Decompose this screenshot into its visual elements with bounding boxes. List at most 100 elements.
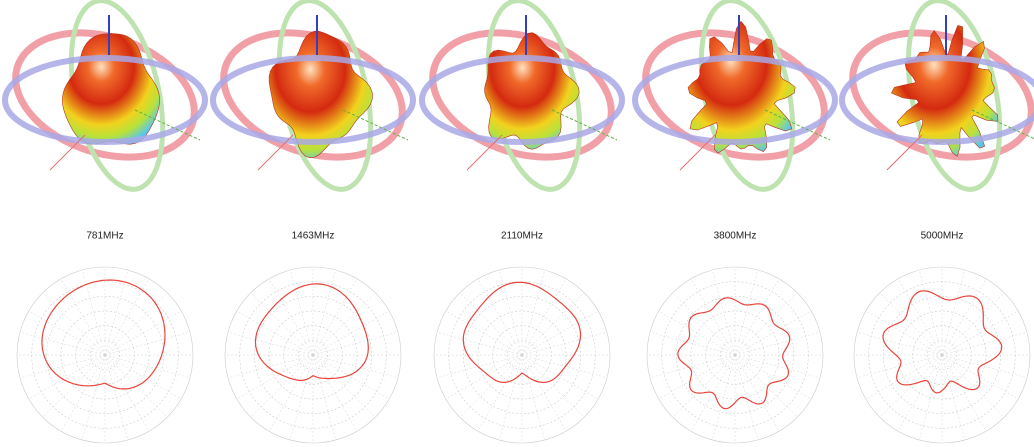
frequency-label: 781MHz <box>86 231 123 242</box>
polar-grid-circle <box>507 340 537 370</box>
polar-spoke <box>711 354 736 441</box>
polar-spoke <box>649 354 736 379</box>
polar-grid-circle <box>46 296 164 414</box>
polar-spoke <box>42 292 106 356</box>
polar-spoke <box>312 310 390 356</box>
panel: 1463MHz <box>210 0 416 444</box>
polar-spoke <box>19 331 106 356</box>
polar-spoke <box>941 278 987 356</box>
polar-spoke <box>28 354 106 400</box>
polar-spoke <box>897 278 943 356</box>
panel: 781MHz <box>2 0 208 444</box>
radiation-polar <box>462 281 582 384</box>
polar-spoke <box>459 354 523 418</box>
polar-spoke <box>312 292 376 356</box>
polar-spoke <box>521 331 608 356</box>
polar-spoke <box>250 354 314 418</box>
polar-spoke <box>734 354 798 418</box>
polar-spoke <box>734 292 798 356</box>
polar-spoke <box>227 331 314 356</box>
ring-blue <box>210 55 416 145</box>
ring-blue <box>839 55 1034 145</box>
axis-x <box>551 109 618 141</box>
polar-spoke <box>498 269 523 356</box>
radiation-polar <box>254 283 369 381</box>
polar-spoke <box>104 278 150 356</box>
polar-spoke <box>42 354 106 418</box>
polar-spoke <box>734 354 759 441</box>
polar-spoke <box>236 310 314 356</box>
polar-spoke <box>521 354 608 379</box>
polar-spoke <box>227 354 314 379</box>
polar-spoke <box>250 292 314 356</box>
ring-blue <box>2 55 208 145</box>
polar-grid-circle <box>646 266 824 444</box>
radiation-polar <box>882 290 1003 394</box>
polar-spoke <box>658 354 736 400</box>
polar-spoke <box>941 354 1019 400</box>
polar-spoke <box>521 354 567 432</box>
panel: 3800MHz <box>632 0 838 444</box>
polar-spoke <box>312 278 358 356</box>
polar-spoke <box>865 354 943 400</box>
polar-spoke <box>268 278 314 356</box>
polar-spoke <box>941 354 1028 379</box>
polar-grid-circle <box>853 266 1031 444</box>
polar-spoke <box>104 354 182 400</box>
polar-spoke <box>918 269 943 356</box>
polar-spoke <box>690 278 736 356</box>
polar-grid-circle <box>298 340 328 370</box>
polar-spoke <box>498 354 523 441</box>
polar-spoke <box>649 331 736 356</box>
radiation-3d <box>687 20 796 154</box>
polar-spoke <box>521 310 599 356</box>
polar-spoke <box>312 331 399 356</box>
polar-grid-circle <box>90 340 120 370</box>
polar-spoke <box>104 269 129 356</box>
polar-spoke <box>734 354 780 432</box>
polar-spoke <box>436 331 523 356</box>
polar-spoke <box>312 354 399 379</box>
polar-spoke <box>60 278 106 356</box>
polar-grid-circle <box>676 296 794 414</box>
polar-grid-circle <box>463 296 581 414</box>
frequency-label: 3800MHz <box>714 231 757 242</box>
ring-green <box>905 0 1003 192</box>
polar-spoke <box>672 354 736 418</box>
polar-spoke <box>879 354 943 418</box>
polar-spoke <box>521 354 599 400</box>
polar-spoke <box>104 354 191 379</box>
ring-blue <box>419 55 625 145</box>
polar-spoke <box>734 354 812 400</box>
polar-spoke <box>879 292 943 356</box>
polar-spoke <box>60 354 106 432</box>
panel: 2110MHz <box>419 0 625 444</box>
polar-spoke <box>312 354 337 441</box>
polar-spoke <box>312 354 358 432</box>
polar-spoke <box>897 354 943 432</box>
frequency-label: 5000MHz <box>921 231 964 242</box>
polar-spoke <box>312 354 376 418</box>
axis-x <box>971 109 1034 140</box>
frequency-label: 1463MHz <box>292 231 335 242</box>
polar-spoke <box>268 354 314 432</box>
polar-spoke <box>28 310 106 356</box>
polar-spoke <box>81 354 106 441</box>
polar-spoke <box>236 354 314 400</box>
polar-spoke <box>941 354 987 432</box>
polar-spoke <box>289 354 314 441</box>
axis-y <box>679 134 716 171</box>
polar-spoke <box>711 269 736 356</box>
polar-grid-circle <box>433 266 611 444</box>
polar-spoke <box>658 310 736 356</box>
polar-grid-circle <box>16 266 194 444</box>
polar-spoke <box>104 354 129 441</box>
polar-spoke <box>459 292 523 356</box>
polar-spoke <box>521 292 585 356</box>
axis-y <box>49 134 86 171</box>
polar-spoke <box>104 310 182 356</box>
polar-spoke <box>734 269 759 356</box>
axis-y <box>257 134 294 171</box>
polar-spoke <box>918 354 943 441</box>
